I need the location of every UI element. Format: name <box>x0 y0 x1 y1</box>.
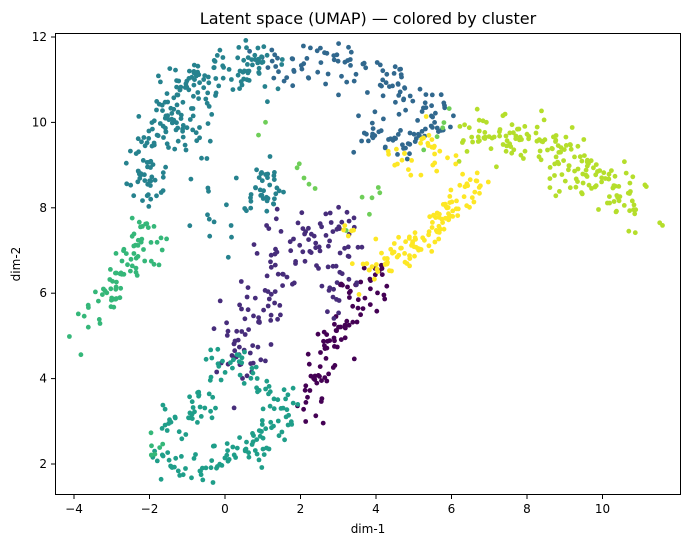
y-tick-label: 6 <box>39 286 47 300</box>
y-tick-label: 12 <box>32 30 47 44</box>
x-axis-label: dim-1 <box>351 522 386 536</box>
scatter-points <box>67 38 665 485</box>
plot-frame <box>55 33 681 495</box>
chart-title: Latent space (UMAP) — colored by cluster <box>200 9 537 28</box>
y-tick-label: 4 <box>39 372 47 386</box>
y-tick-label: 2 <box>39 457 47 471</box>
x-tick-label: 0 <box>221 502 229 516</box>
y-axis-ticks: 2 4 6 8 10 12 <box>32 30 55 471</box>
x-tick-label: 10 <box>595 502 610 516</box>
y-axis-label: dim-2 <box>9 247 23 282</box>
x-tick-label: 2 <box>297 502 305 516</box>
x-tick-label: −4 <box>65 502 83 516</box>
x-tick-label: −2 <box>141 502 159 516</box>
y-tick-label: 8 <box>39 201 47 215</box>
x-axis-ticks: −4 −2 0 2 4 6 8 10 <box>65 495 610 516</box>
x-tick-label: 4 <box>372 502 380 516</box>
y-tick-label: 10 <box>32 115 47 129</box>
x-tick-label: 8 <box>523 502 531 516</box>
x-tick-label: 6 <box>448 502 456 516</box>
